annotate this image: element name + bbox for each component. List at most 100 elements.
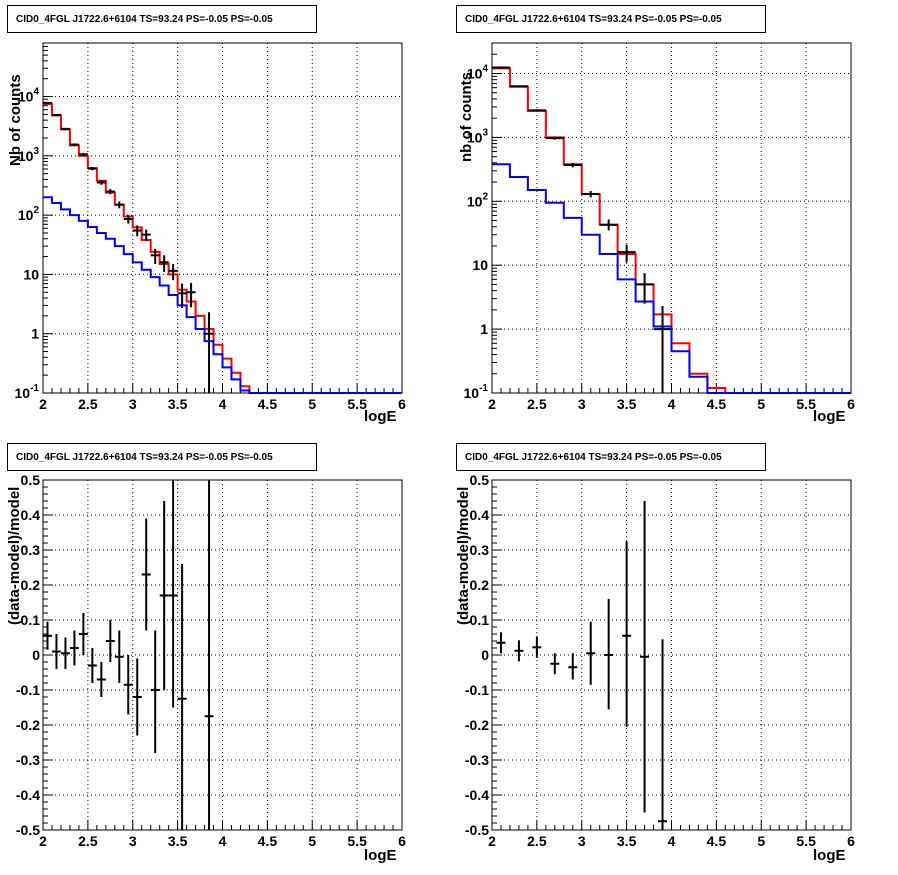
x-axis-label: logE <box>364 847 397 864</box>
data-point <box>96 662 106 697</box>
x-tick-label: 3 <box>578 396 586 412</box>
data-point <box>150 248 160 264</box>
data-point <box>43 621 52 650</box>
data-point <box>563 162 582 168</box>
plot-frame <box>42 479 403 831</box>
data-point <box>586 621 596 685</box>
pad-top-left: 2 2.5 3 3.5 4 4.5 5 5.5 6 10-1 1 10 102 103 104 CID0_4… <box>0 0 449 437</box>
residual-plot-right: 2 2.5 3 3.5 4 4.5 5 5.5 6 0.5 0.4 0.3 0.2 0.1 0 -0.1 -0.… <box>465 472 855 849</box>
x-tick-label: 4 <box>219 833 227 849</box>
data-point <box>599 219 618 231</box>
x-tick-label: 3 <box>578 833 586 849</box>
counts-plot-left: 2 2.5 3 3.5 4 4.5 5 5.5 6 10-1 1 10 102 103 104 <box>15 42 406 412</box>
data-point <box>87 166 97 171</box>
y-axis-label: nb of counts <box>458 72 475 162</box>
y-tick-label: -0.2 <box>16 717 40 733</box>
y-axis-label: (data-model)/model <box>6 486 23 625</box>
counts-plot-right: 2 2.5 3 3.5 4 4.5 5 5.5 6 10-1 1 10 102 103 104 <box>464 42 855 412</box>
data-point <box>550 653 560 675</box>
x-axis-label: logE <box>813 408 846 425</box>
y-tick-label: 0.1 <box>470 612 490 628</box>
y-tick-label: -0.3 <box>16 752 40 768</box>
y-tick-label: 1 <box>31 326 39 342</box>
residual-plot-left: 2 2.5 3 3.5 4 4.5 5 5.5 6 0.5 0.4 0.3 0.2 0.1 0 -0.1 -0.… <box>16 472 406 849</box>
data-point <box>69 630 79 666</box>
data-point <box>168 480 178 708</box>
data-point <box>132 658 142 736</box>
x-tick-label: 5 <box>308 396 316 412</box>
x-tick-label: 2.5 <box>527 396 547 412</box>
pad-bottom-left: 2 2.5 3 3.5 4 4.5 5 5.5 6 0.5 0.4 0.3 0.2 0.1 0 -0.1 -0.… <box>0 437 449 874</box>
data-point <box>132 225 142 237</box>
pad-bottom-right: 2 2.5 3 3.5 4 4.5 5 5.5 6 0.5 0.4 0.3 0.2 0.1 0 -0.1 -0.… <box>449 437 898 874</box>
y-tick-label: -0.5 <box>16 822 40 838</box>
data-point <box>114 201 124 209</box>
y-tick-label: 102 <box>18 205 40 223</box>
data-point <box>186 282 196 308</box>
x-tick-label: 5 <box>308 833 316 849</box>
data-point <box>604 599 614 710</box>
y-tick-label: -0.4 <box>465 787 489 803</box>
x-tick-label: 5 <box>757 833 765 849</box>
y-tick-label: 10 <box>23 266 39 282</box>
x-tick-label: 3 <box>129 833 137 849</box>
data-point <box>141 518 151 631</box>
data-point <box>69 143 79 146</box>
y-tick-label: 0.3 <box>470 542 490 558</box>
data-point <box>159 501 169 690</box>
data-point <box>159 255 169 272</box>
y-tick-label: 0.4 <box>470 507 490 523</box>
plot-frame <box>42 42 403 394</box>
y-axis-label: (data-model)/model <box>455 486 472 625</box>
data-point <box>150 630 160 753</box>
data-point <box>60 637 70 669</box>
y-tick-label: 0.2 <box>21 577 41 593</box>
y-tick-label: -0.4 <box>16 787 40 803</box>
x-tick-label: 4.5 <box>258 833 278 849</box>
data-point <box>545 136 564 140</box>
y-tick-label: 0.5 <box>21 472 41 488</box>
x-tick-label: 4.5 <box>258 396 278 412</box>
y-tick-label: 102 <box>467 191 489 209</box>
x-tick-label: 2 <box>488 396 496 412</box>
data-point <box>509 85 528 88</box>
data-point <box>105 620 115 662</box>
y-tick-label: 10 <box>472 257 488 273</box>
x-axis-label: logE <box>813 847 846 864</box>
data-point <box>658 639 668 830</box>
x-tick-label: 2 <box>39 396 47 412</box>
data-point <box>568 653 578 680</box>
x-tick-label: 4.5 <box>707 396 727 412</box>
y-tick-label: 104 <box>467 63 489 81</box>
y-tick-label: -0.1 <box>16 682 40 698</box>
data-point <box>496 632 506 654</box>
data-point <box>492 66 510 69</box>
x-tick-label: 3.5 <box>617 396 637 412</box>
data-point <box>204 480 214 830</box>
y-axis-label: Nb of counts <box>7 74 24 166</box>
data-point <box>177 564 187 830</box>
data-point <box>640 501 650 813</box>
data-point <box>78 613 88 655</box>
x-tick-label: 5 <box>757 396 765 412</box>
data-point <box>123 655 133 715</box>
y-tick-label: 1 <box>480 321 488 337</box>
x-tick-label: 5.5 <box>796 396 816 412</box>
data-point <box>43 101 52 104</box>
y-tick-label: 103 <box>467 127 489 145</box>
x-tick-label: 5.5 <box>347 833 367 849</box>
data-point <box>581 190 600 198</box>
x-tick-label: 2 <box>39 833 47 849</box>
x-tick-label: 3 <box>129 396 137 412</box>
data-point <box>114 630 124 683</box>
y-tick-label: 10-1 <box>464 383 489 401</box>
plot-title: CID0_4FGL J1722.6+6104 TS=93.24 PS=-0.05… <box>456 5 766 33</box>
x-tick-label: 3.5 <box>168 396 188 412</box>
y-tick-label: 0.4 <box>21 507 41 523</box>
x-tick-label: 2.5 <box>78 833 98 849</box>
data-point <box>51 634 61 669</box>
y-tick-label: 103 <box>18 146 40 164</box>
x-tick-label: 6 <box>847 396 855 412</box>
data-point <box>617 244 636 263</box>
x-tick-label: 3.5 <box>617 833 637 849</box>
